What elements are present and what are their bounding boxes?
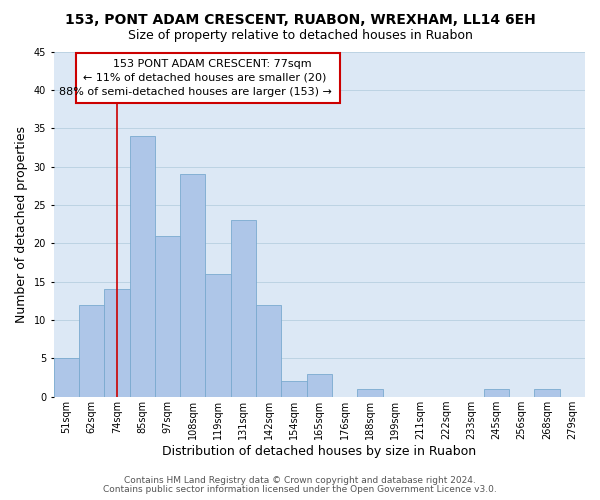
Bar [205,274,231,396]
Bar [53,358,79,397]
Bar [281,382,307,396]
Bar [357,389,383,396]
Text: Contains public sector information licensed under the Open Government Licence v3: Contains public sector information licen… [103,485,497,494]
Text: 153 PONT ADAM CRESCENT: 77sqm: 153 PONT ADAM CRESCENT: 77sqm [113,59,311,69]
Text: 153, PONT ADAM CRESCENT, RUABON, WREXHAM, LL14 6EH: 153, PONT ADAM CRESCENT, RUABON, WREXHAM… [65,12,535,26]
Text: Contains HM Land Registry data © Crown copyright and database right 2024.: Contains HM Land Registry data © Crown c… [124,476,476,485]
X-axis label: Distribution of detached houses by size in Ruabon: Distribution of detached houses by size … [162,444,476,458]
Bar [155,236,180,396]
Bar [231,220,256,396]
Bar [130,136,155,396]
Bar [79,304,104,396]
Bar [535,389,560,396]
Text: ← 11% of detached houses are smaller (20): ← 11% of detached houses are smaller (20… [83,73,326,83]
FancyBboxPatch shape [76,53,340,103]
Bar [484,389,509,396]
Bar [180,174,205,396]
Bar [256,304,281,396]
Text: Size of property relative to detached houses in Ruabon: Size of property relative to detached ho… [128,29,472,42]
Y-axis label: Number of detached properties: Number of detached properties [15,126,28,322]
Text: 88% of semi-detached houses are larger (153) →: 88% of semi-detached houses are larger (… [59,87,332,97]
Bar [104,290,130,397]
Bar [307,374,332,396]
